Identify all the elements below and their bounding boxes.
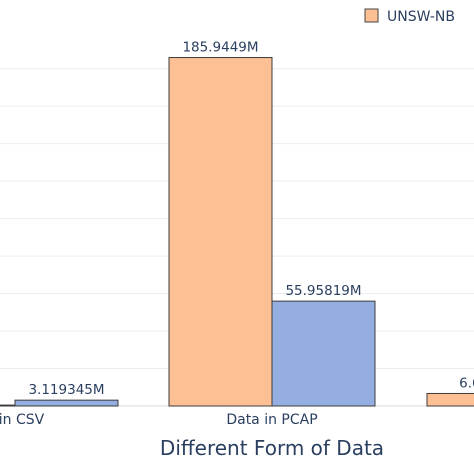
legend-label: UNSW-NB: [387, 9, 455, 25]
legend-swatch: [364, 8, 379, 23]
bar[interactable]: [168, 57, 273, 407]
bar[interactable]: [426, 392, 474, 407]
x-tick-labels: a in CSV Data in PCAP: [0, 412, 318, 428]
bar[interactable]: [14, 399, 119, 407]
bars: [0, 57, 474, 407]
bar[interactable]: [0, 404, 16, 407]
bar[interactable]: [271, 300, 376, 407]
x-tick-label: a in CSV: [0, 412, 45, 428]
data-label: 6.691: [459, 375, 474, 391]
legend[interactable]: UNSW-NB: [364, 8, 455, 25]
data-label: 55.95819M: [285, 283, 361, 299]
x-tick-label: Data in PCAP: [226, 412, 317, 428]
data-label: 3.119345M: [28, 382, 104, 398]
data-label: 185.9449M: [182, 40, 258, 56]
x-axis-title: Different Form of Data: [160, 436, 384, 460]
